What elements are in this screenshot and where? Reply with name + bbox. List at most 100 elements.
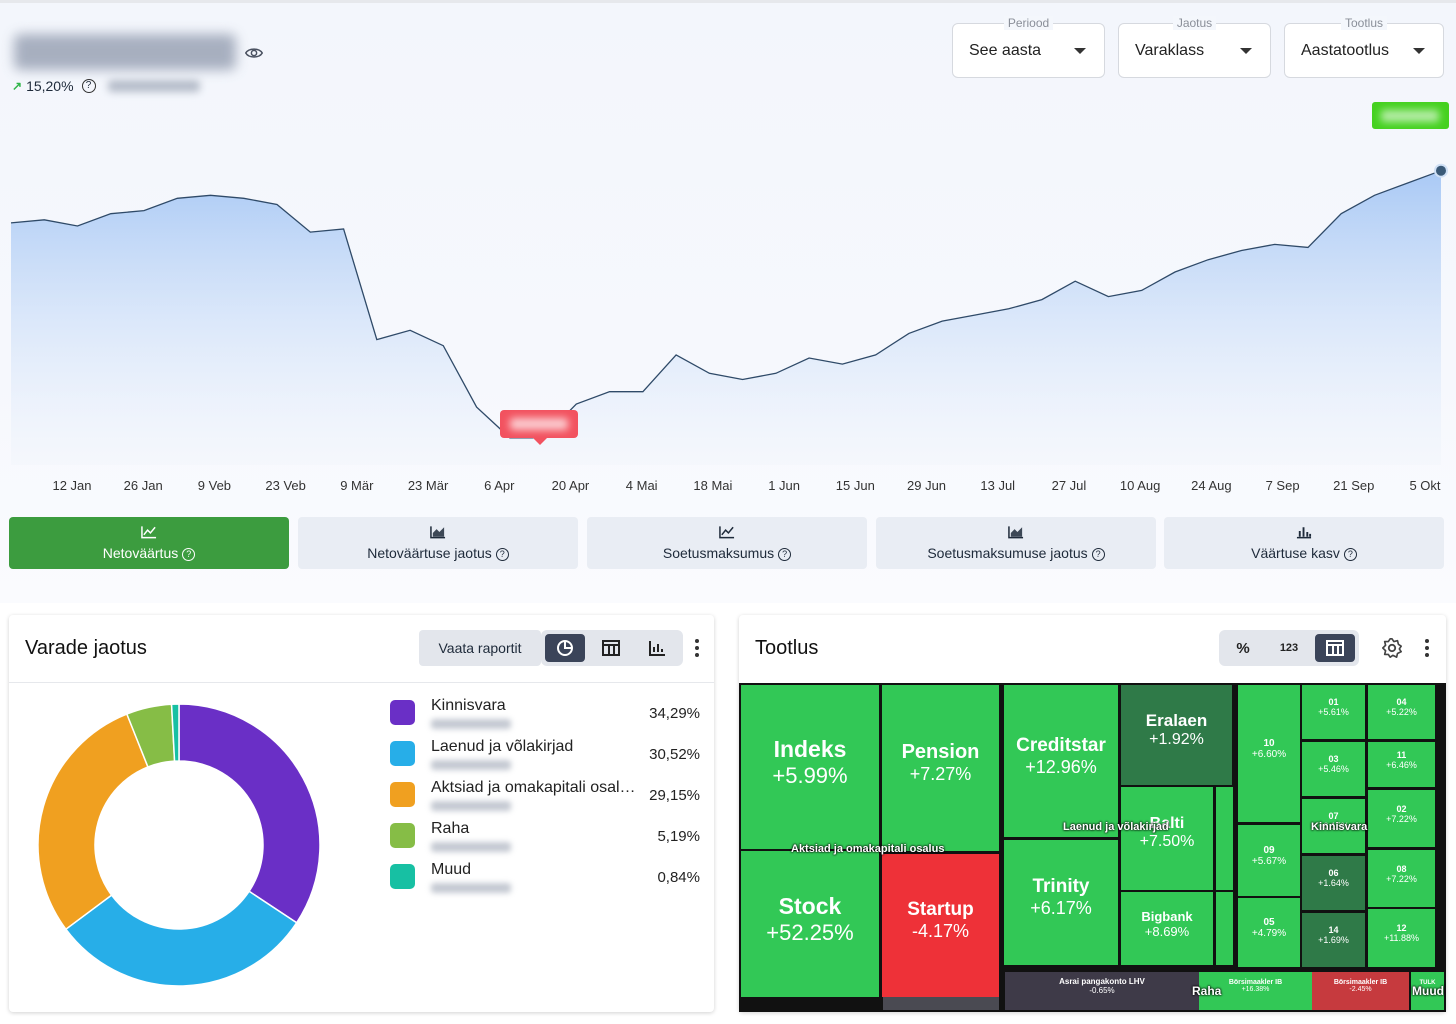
donut-slice-0[interactable] bbox=[178, 703, 321, 924]
treemap-cell-bigbank[interactable]: Bigbank +8.69% bbox=[1121, 892, 1213, 965]
legend-percent: 29,15% bbox=[649, 787, 700, 804]
treemap-cell-name: 03 bbox=[1328, 754, 1339, 765]
percent-view-button[interactable]: % bbox=[1236, 639, 1250, 657]
help-icon[interactable]: ? bbox=[182, 548, 196, 561]
treemap-view-button[interactable] bbox=[1315, 634, 1355, 662]
help-icon[interactable]: ? bbox=[778, 548, 792, 561]
help-icon[interactable]: ? bbox=[81, 79, 96, 93]
treemap-cell-value: +4.79% bbox=[1251, 927, 1287, 939]
tab-soetusmaksumuse-jaotus[interactable]: Soetusmaksumuse jaotus? bbox=[876, 517, 1156, 569]
tab-netoväärtus[interactable]: Netoväärtus? bbox=[9, 517, 289, 569]
treemap-cell-name: Creditstar bbox=[1016, 734, 1106, 756]
treemap-cell-balti-strip-b[interactable] bbox=[1215, 892, 1233, 965]
treemap-cell-balti-strip-a[interactable] bbox=[1215, 787, 1233, 890]
x-tick-label: 26 Jan bbox=[123, 478, 163, 493]
return-type-select[interactable]: Tootlus Aastatootlus bbox=[1284, 16, 1444, 78]
breakdown-label: Jaotus bbox=[1172, 16, 1217, 30]
treemap-cell-ib1[interactable]: Börsimaakler IB +16.38% bbox=[1199, 972, 1312, 1010]
donut-slice-2[interactable] bbox=[37, 713, 149, 931]
help-icon[interactable]: ? bbox=[1343, 548, 1357, 561]
trend-up-icon: ↗ bbox=[12, 79, 23, 93]
treemap-cell-name: 08 bbox=[1396, 863, 1407, 874]
gear-icon[interactable] bbox=[1381, 637, 1403, 659]
treemap-cell-k04[interactable]: 04 +5.22% bbox=[1368, 685, 1435, 739]
current-point[interactable] bbox=[1434, 163, 1448, 178]
treemap-cell-k14[interactable]: 14 +1.69% bbox=[1302, 913, 1365, 967]
x-tick-label: 5 Okt bbox=[1409, 478, 1441, 493]
legend-item[interactable]: Raha 5,19% bbox=[390, 820, 700, 860]
donut-slice-1[interactable] bbox=[64, 890, 298, 987]
allocation-donut-chart[interactable] bbox=[37, 703, 321, 987]
legend-swatch bbox=[390, 864, 415, 889]
treemap-cell-name: Balti bbox=[1149, 815, 1185, 833]
treemap-cell-k05[interactable]: 05 +4.79% bbox=[1238, 898, 1300, 967]
pie-chart-icon bbox=[557, 640, 573, 656]
x-tick-label: 27 Jul bbox=[1051, 478, 1087, 493]
number-view-button[interactable]: 123 bbox=[1279, 642, 1299, 654]
treemap-cell-name: Pension bbox=[901, 741, 980, 764]
treemap-group-label: Aktsiad ja omakapitali osalus bbox=[791, 843, 945, 855]
legend-item[interactable]: Aktsiad ja omakapitali osal… 29,15% bbox=[390, 779, 700, 819]
help-icon[interactable]: ? bbox=[1091, 548, 1105, 561]
treemap-cell-name: 06 bbox=[1328, 868, 1339, 879]
treemap-cell-name: Börsimaakler IB bbox=[1333, 978, 1388, 986]
breakdown-select[interactable]: Jaotus Varaklass bbox=[1118, 16, 1271, 78]
treemap-cell-name: 09 bbox=[1263, 844, 1275, 856]
treemap-cell-eralaen[interactable]: Eralaen +1.92% bbox=[1121, 685, 1232, 785]
treemap-cell-k08[interactable]: 08 +7.22% bbox=[1368, 850, 1435, 907]
treemap-view-button[interactable] bbox=[591, 634, 631, 662]
treemap-cell-k06[interactable]: 06 +1.64% bbox=[1302, 856, 1365, 910]
top-border bbox=[0, 0, 1456, 3]
chevron-down-icon bbox=[1074, 48, 1086, 54]
view-report-button[interactable]: Vaata raportit bbox=[419, 630, 541, 666]
treemap-cell-name: 07 bbox=[1328, 811, 1339, 822]
treemap-cell-indeks[interactable]: Indeks +5.99% bbox=[741, 685, 879, 849]
treemap-cell-value: +5.61% bbox=[1318, 707, 1349, 718]
treemap-cell-trinity[interactable]: Trinity +6.17% bbox=[1004, 840, 1118, 965]
help-icon[interactable]: ? bbox=[495, 548, 509, 561]
treemap-cell-k02[interactable]: 02 +7.22% bbox=[1368, 790, 1435, 847]
allocation-view-toggle bbox=[541, 630, 683, 666]
treemap-cell-k10[interactable]: 10 +6.60% bbox=[1238, 685, 1300, 822]
donut-view-button[interactable] bbox=[545, 634, 585, 662]
treemap-cell-stock[interactable]: Stock +52.25% bbox=[741, 851, 879, 997]
treemap-cell-lhv[interactable]: Asrai pangakonto LHV -0.65% bbox=[1005, 972, 1199, 1010]
treemap-cell-startup[interactable]: Startup -4.17% bbox=[882, 854, 999, 997]
treemap-cell-ib2[interactable]: Börsimaakler IB -2.45% bbox=[1312, 972, 1409, 1010]
treemap-cell-value: +7.27% bbox=[909, 764, 972, 785]
treemap-cell-k09[interactable]: 09 +5.67% bbox=[1238, 825, 1300, 896]
tab-väärtuse-kasv[interactable]: Väärtuse kasv? bbox=[1164, 517, 1444, 569]
more-menu-icon[interactable] bbox=[1425, 639, 1429, 657]
x-tick-label: 15 Jun bbox=[835, 478, 875, 493]
legend-item[interactable]: Kinnisvara 34,29% bbox=[390, 697, 700, 737]
legend-item[interactable]: Laenud ja võlakirjad 30,52% bbox=[390, 738, 700, 778]
tab-netoväärtuse-jaotus[interactable]: Netoväärtuse jaotus? bbox=[298, 517, 578, 569]
treemap-cell-k12[interactable]: 12 +11.88% bbox=[1368, 909, 1435, 967]
x-tick-label: 12 Jan bbox=[52, 478, 92, 493]
bar-view-button[interactable] bbox=[637, 634, 677, 662]
treemap-cell-balti[interactable]: Balti +7.50% bbox=[1121, 787, 1213, 890]
current-value-tag bbox=[1372, 102, 1449, 129]
period-select[interactable]: Periood See aasta bbox=[952, 16, 1105, 78]
more-menu-icon[interactable] bbox=[695, 639, 699, 657]
treemap-cell-k11[interactable]: 11 +6.46% bbox=[1368, 742, 1435, 787]
legend-percent: 34,29% bbox=[649, 705, 700, 722]
treemap-cell-k07[interactable]: 07 +6.15% bbox=[1302, 799, 1365, 853]
treemap-cell-name: Börsimaakler IB bbox=[1228, 978, 1283, 986]
tab-label: Netoväärtuse jaotus bbox=[367, 545, 492, 561]
treemap-group-label: Kinnisvara bbox=[1311, 821, 1368, 833]
treemap-cell-creditstar[interactable]: Creditstar +12.96% bbox=[1004, 685, 1118, 837]
treemap-cell-name: Bigbank bbox=[1141, 908, 1193, 924]
area-chart-icon bbox=[430, 526, 446, 539]
treemap-cell-value: +16.38% bbox=[1241, 985, 1270, 993]
legend-item[interactable]: Muud 0,84% bbox=[390, 861, 700, 901]
treemap-cell-pension[interactable]: Pension +7.27% bbox=[882, 685, 999, 851]
treemap-cell-k01[interactable]: 01 +5.61% bbox=[1302, 685, 1365, 739]
treemap-cell-k03[interactable]: 03 +5.46% bbox=[1302, 742, 1365, 796]
treemap-cell-tulk[interactable]: TULK bbox=[1411, 972, 1444, 1010]
donut-slice-4[interactable] bbox=[170, 703, 180, 762]
eye-icon[interactable] bbox=[245, 44, 263, 62]
net-worth-chart[interactable] bbox=[0, 95, 1456, 465]
treemap-cell-startup-strip[interactable] bbox=[882, 997, 999, 1010]
tab-soetusmaksumus[interactable]: Soetusmaksumus? bbox=[587, 517, 867, 569]
